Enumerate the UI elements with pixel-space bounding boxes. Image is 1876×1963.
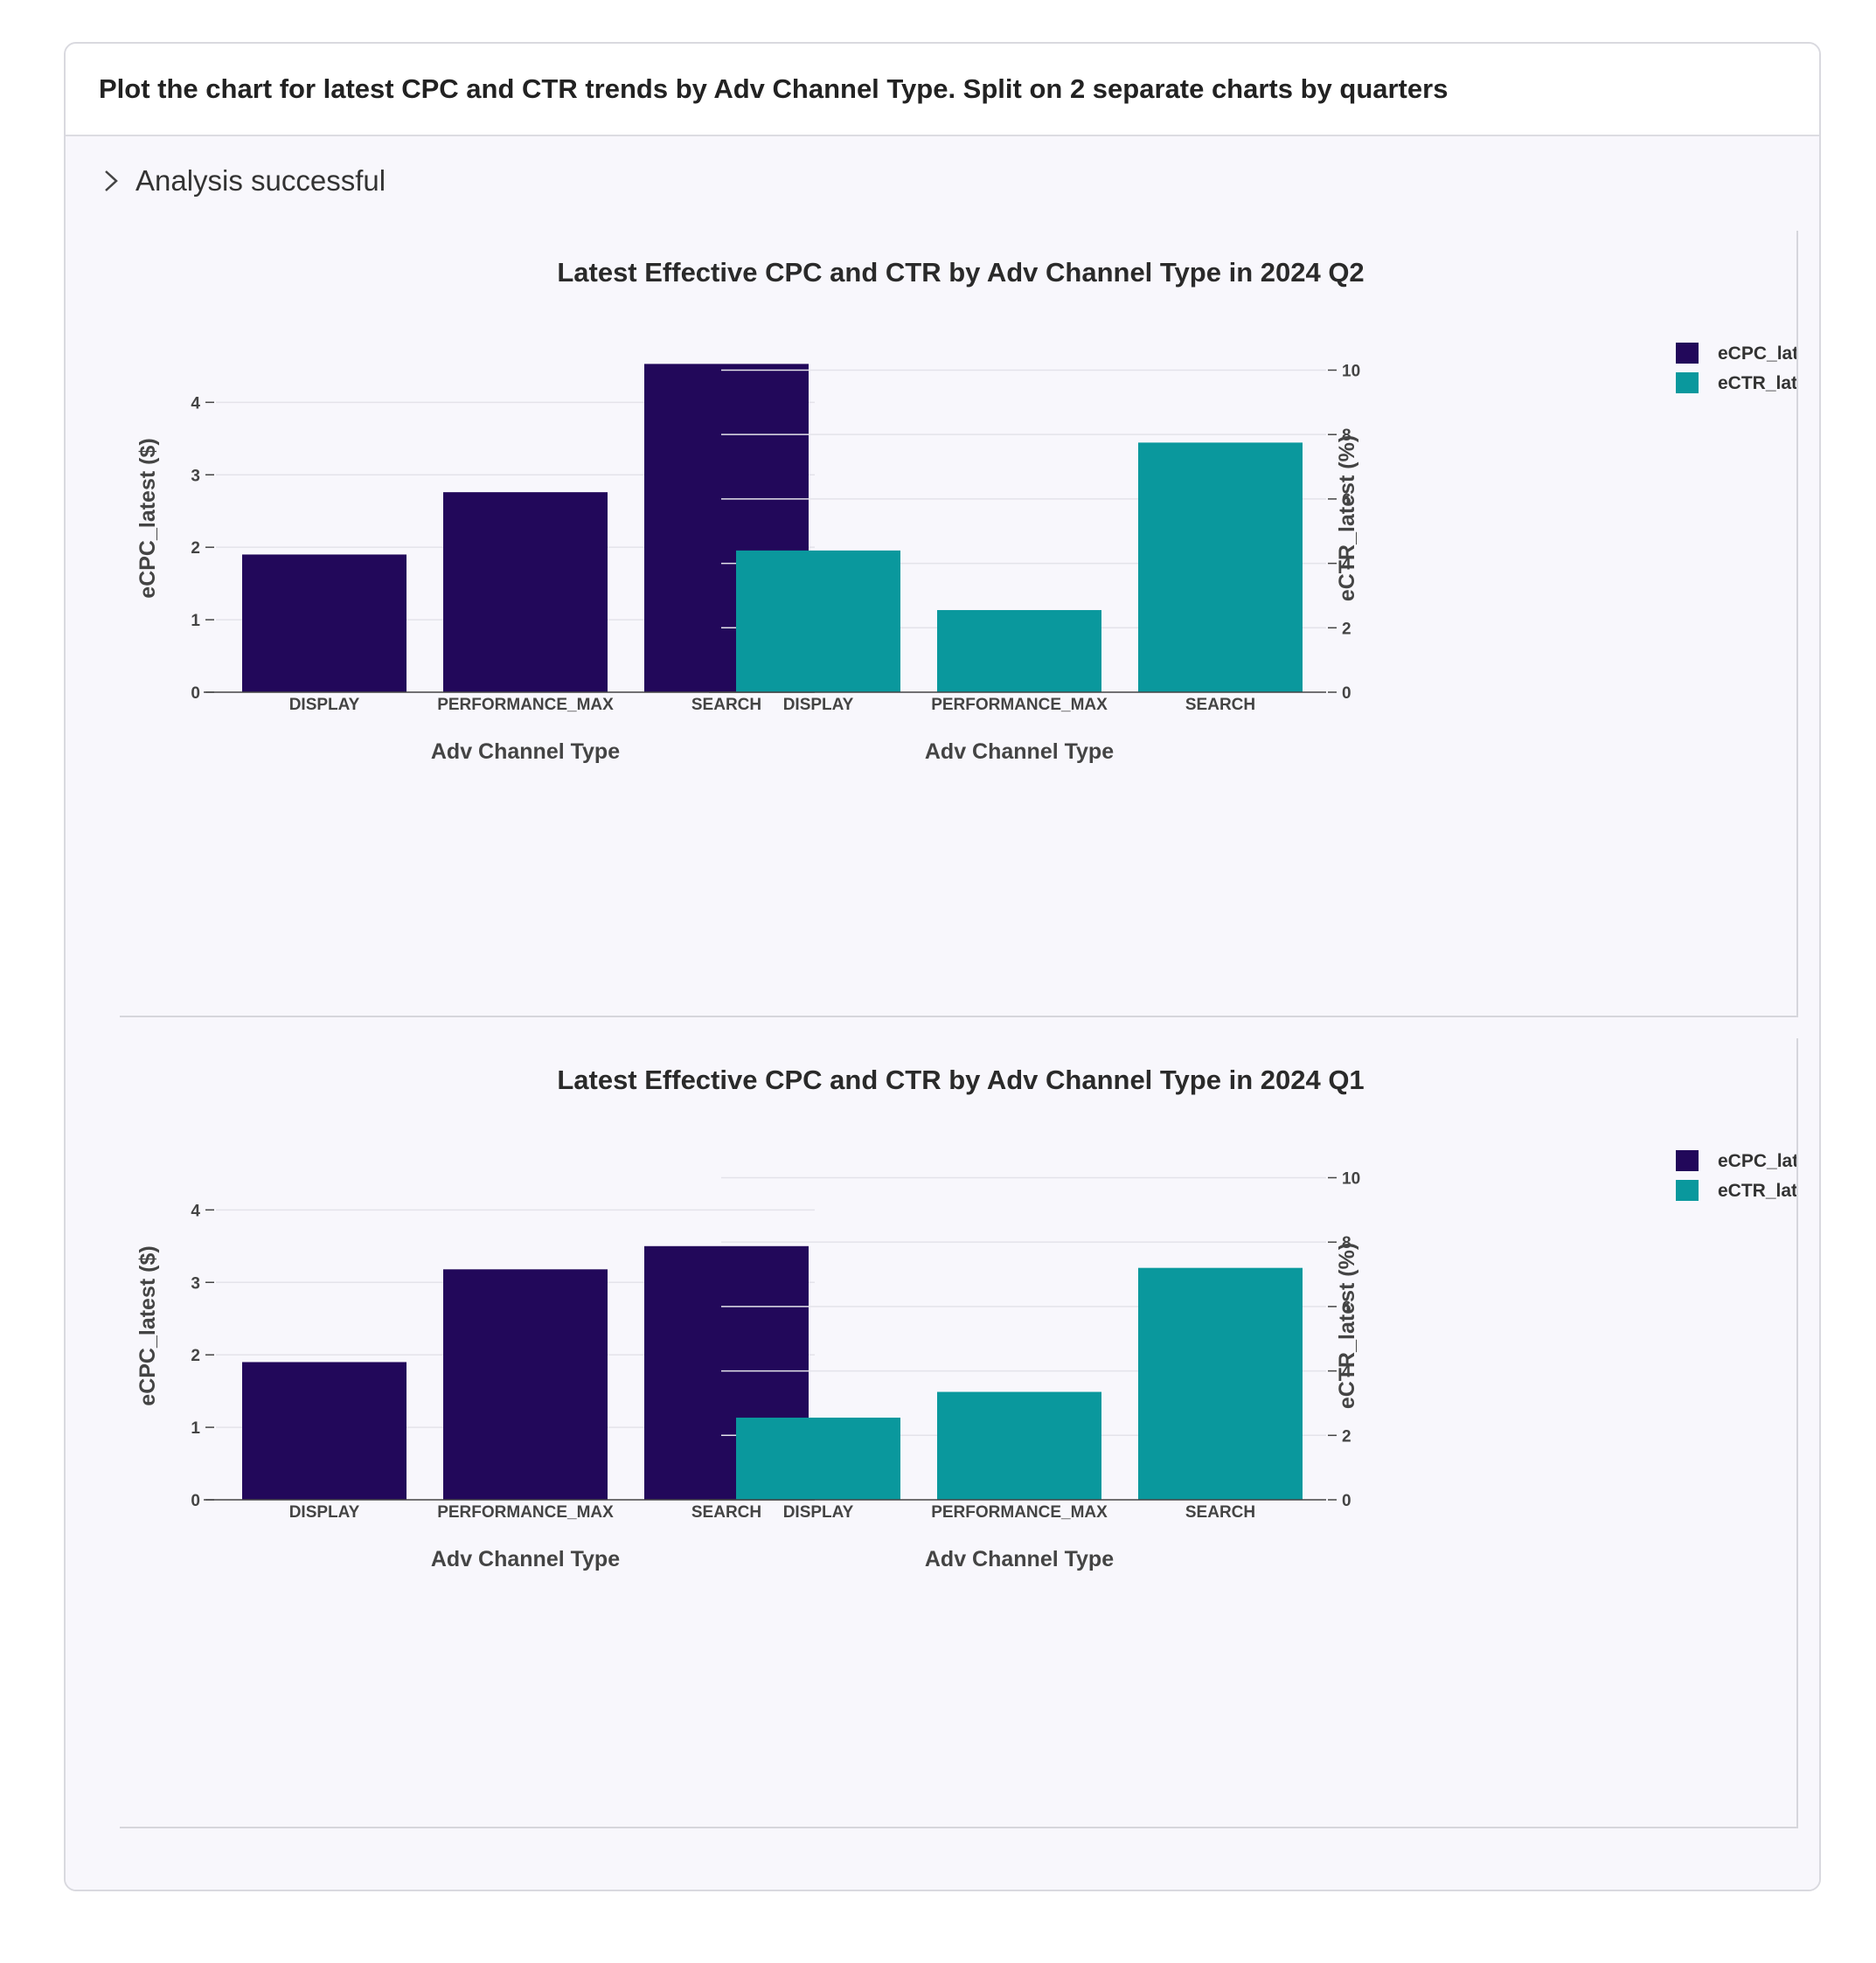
legend-label: eCPC_latest: [1718, 343, 1796, 364]
x-tick-label: DISPLAY: [783, 696, 854, 714]
legend-label: eCPC_latest: [1718, 1151, 1796, 1171]
chart-q1: Latest Effective CPC and CTR by Adv Chan…: [135, 1065, 1796, 1571]
chart-title: Latest Effective CPC and CTR by Adv Chan…: [557, 1065, 1364, 1095]
y-tick-label: 3: [191, 1274, 200, 1293]
x-tick-label: PERFORMANCE_MAX: [437, 696, 614, 714]
x-axis-title: Adv Channel Type: [431, 739, 620, 764]
y-tick-label: 0: [191, 1492, 200, 1510]
legend-label: eCTR_latest: [1718, 373, 1796, 393]
y-tick-label: 4: [191, 394, 200, 413]
legend: eCPC_latest eCTR_latest: [1676, 343, 1796, 393]
y-tick-label: 4: [191, 1202, 200, 1220]
bar-performance-max-ectr-latest: [937, 610, 1101, 692]
y-tick-label: 8: [1342, 1234, 1351, 1252]
x-tick-label: SEARCH: [691, 696, 761, 714]
bar-search-ectr-latest: [1138, 1267, 1303, 1500]
bar-search-ectr-latest: [1138, 442, 1303, 692]
y-axis-title: eCPC_latest ($): [135, 1245, 160, 1405]
analysis-status-toggle[interactable]: Analysis successful: [99, 164, 386, 198]
y-tick-label: 0: [191, 684, 200, 703]
bar-display-ectr-latest: [736, 1418, 900, 1500]
prompt-text: Plot the chart for latest CPC and CTR tr…: [66, 44, 1819, 136]
y-tick-label: 2: [191, 539, 200, 558]
x-axis-title: Adv Channel Type: [431, 1547, 620, 1571]
y-tick-label: 4: [1342, 556, 1351, 574]
x-axis-title: Adv Channel Type: [925, 1547, 1114, 1571]
x-tick-label: DISPLAY: [783, 1503, 854, 1522]
x-tick-label: PERFORMANCE_MAX: [931, 696, 1108, 714]
y-tick-label: 6: [1342, 491, 1351, 510]
legend-swatch: [1676, 343, 1699, 364]
y-tick-label: 0: [1342, 1492, 1351, 1510]
y-tick-label: 10: [1342, 1169, 1360, 1188]
legend-swatch: [1676, 372, 1699, 393]
legend-swatch: [1676, 1180, 1699, 1201]
x-tick-label: SEARCH: [691, 1503, 761, 1522]
bar-display-ectr-latest: [736, 550, 900, 692]
chart-panel-q1: Latest Effective CPC and CTR by Adv Chan…: [120, 1038, 1798, 1828]
x-tick-label: SEARCH: [1185, 1503, 1255, 1522]
y-tick-label: 2: [1342, 620, 1351, 638]
y-tick-label: 1: [191, 1419, 200, 1438]
status-text: Analysis successful: [135, 164, 386, 197]
chart-q2: Latest Effective CPC and CTR by Adv Chan…: [135, 257, 1796, 764]
y-tick-label: 8: [1342, 427, 1351, 445]
bar-performance-max-ecpc-latest: [443, 1269, 608, 1500]
result-area: Analysis successful Latest Effective CPC…: [66, 136, 1819, 1890]
legend: eCPC_latest eCTR_latest: [1676, 1150, 1796, 1201]
bar-display-ecpc-latest: [242, 1362, 406, 1500]
analysis-card: Plot the chart for latest CPC and CTR tr…: [64, 42, 1821, 1891]
y-tick-label: 3: [191, 467, 200, 485]
x-tick-label: SEARCH: [1185, 696, 1255, 714]
chart-panel-q2: Latest Effective CPC and CTR by Adv Chan…: [120, 231, 1798, 1017]
legend-label: eCTR_latest: [1718, 1181, 1796, 1201]
y-axis-title: eCTR_latest (%): [1335, 1243, 1359, 1409]
y-tick-label: 4: [1342, 1363, 1351, 1382]
x-tick-label: PERFORMANCE_MAX: [931, 1503, 1108, 1522]
y-tick-label: 6: [1342, 1299, 1351, 1317]
y-axis-title: eCPC_latest ($): [135, 438, 160, 598]
y-tick-label: 0: [1342, 684, 1351, 703]
x-axis-title: Adv Channel Type: [925, 739, 1114, 764]
chart-title: Latest Effective CPC and CTR by Adv Chan…: [557, 257, 1364, 288]
chevron-right-icon: [105, 170, 118, 191]
y-tick-label: 1: [191, 612, 200, 630]
y-tick-label: 2: [191, 1347, 200, 1365]
x-tick-label: DISPLAY: [289, 1503, 360, 1522]
y-tick-label: 2: [1342, 1427, 1351, 1446]
bar-performance-max-ectr-latest: [937, 1391, 1101, 1500]
bar-performance-max-ecpc-latest: [443, 492, 608, 692]
y-tick-label: 10: [1342, 362, 1360, 380]
x-tick-label: PERFORMANCE_MAX: [437, 1503, 614, 1522]
bar-display-ecpc-latest: [242, 554, 406, 692]
y-axis-title: eCTR_latest (%): [1335, 435, 1359, 601]
legend-swatch: [1676, 1150, 1699, 1171]
x-tick-label: DISPLAY: [289, 696, 360, 714]
